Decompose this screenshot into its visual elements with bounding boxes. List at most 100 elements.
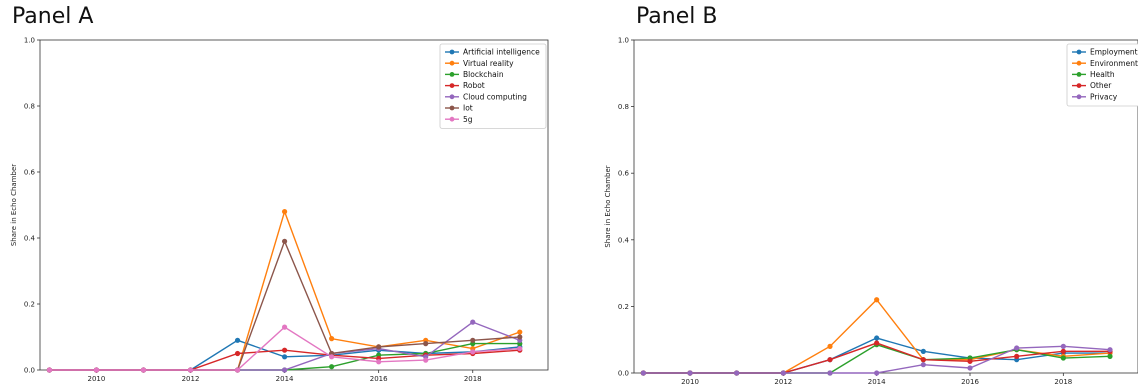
y-tick-label: 0.2 (618, 303, 629, 311)
y-tick-label: 0.4 (24, 235, 36, 243)
legend-entry: Privacy (1090, 92, 1118, 101)
legend-entry: Virtual reality (463, 59, 514, 68)
y-axis-label: Share in Echo Chamber (604, 165, 612, 247)
y-axis-label: Share in Echo Chamber (10, 164, 18, 246)
x-tick-label: 2010 (681, 378, 699, 386)
legend-entry: Robot (463, 81, 485, 90)
x-tick-label: 2010 (88, 375, 106, 383)
data-point (967, 358, 973, 364)
data-point (187, 367, 194, 373)
data-point (376, 344, 382, 350)
data-point (329, 354, 335, 360)
legend-swatch-marker (449, 94, 455, 100)
data-point (329, 336, 335, 342)
data-point (920, 357, 926, 363)
legend-box (439, 43, 547, 129)
data-point (874, 340, 880, 346)
data-point (140, 367, 147, 373)
data-point (281, 354, 288, 360)
x-tick-label: 2014 (276, 375, 294, 383)
data-point (1060, 348, 1066, 354)
x-tick-label: 2012 (774, 378, 792, 386)
legend-swatch-marker (449, 105, 455, 111)
data-point (423, 341, 429, 347)
data-point (874, 297, 880, 303)
legend: Employment Environment Health Other Privacy (1066, 43, 1138, 107)
series-line-privacy (643, 345, 1111, 374)
data-point (517, 334, 523, 340)
y-tick-label: 0.8 (618, 103, 629, 111)
data-point (827, 357, 833, 363)
data-point (281, 347, 288, 353)
legend-swatch-marker (1076, 94, 1082, 100)
x-tick-label: 2012 (182, 375, 200, 383)
legend-swatch-marker (449, 72, 455, 77)
data-point (234, 337, 241, 343)
x-tick-label: 2018 (1054, 378, 1072, 386)
data-point (470, 319, 476, 325)
data-point (874, 335, 880, 341)
data-point (827, 343, 833, 349)
data-point (423, 357, 429, 363)
chart-panel-b: 0.0 0.2 0.4 0.6 0.8 1.0 2010 2012 2014 2016 2018 Sh… (604, 37, 1138, 386)
panel-a-title: Panel A (12, 4, 94, 29)
data-point (920, 362, 926, 368)
data-point (640, 370, 646, 376)
data-point (234, 350, 241, 357)
data-point (281, 324, 288, 330)
legend-swatch-marker (449, 83, 455, 88)
data-point (1014, 345, 1020, 351)
legend-swatch-marker (1076, 83, 1082, 88)
legend-box (1066, 43, 1138, 107)
y-tick-label: 1.0 (618, 37, 629, 45)
x-tick-label: 2016 (961, 378, 979, 386)
plot-frame (633, 39, 1138, 374)
legend: Artificial intelligence Virtual reality Bl… (439, 43, 547, 129)
data-point (470, 337, 476, 343)
y-tick-label: 0.6 (24, 169, 36, 177)
data-point (1060, 355, 1066, 361)
legend-entry: 5g (463, 115, 473, 124)
data-point (470, 349, 476, 355)
legend-swatch-marker (449, 60, 455, 66)
series-line-virtual-reality (49, 209, 521, 371)
legend-entry: Artificial intelligence (463, 48, 540, 57)
data-point (1060, 343, 1066, 349)
data-point (234, 367, 241, 373)
data-point (93, 367, 100, 373)
x-tick-label: 2016 (370, 375, 388, 383)
data-point (874, 370, 880, 376)
data-point (376, 359, 382, 365)
chart-panel-a: 0.0 0.2 0.4 0.6 0.8 1.0 2010 2012 2014 2016 2018 Sh… (10, 37, 549, 383)
data-point (827, 370, 833, 376)
y-tick-label: 0.0 (618, 370, 629, 378)
data-point (1107, 347, 1113, 353)
data-point (281, 367, 288, 373)
legend-swatch-marker (1076, 49, 1082, 55)
legend-swatch-marker (449, 49, 455, 55)
series-line-health (643, 343, 1111, 374)
x-tick-label: 2014 (868, 378, 886, 386)
data-point (687, 370, 693, 376)
data-point (46, 367, 53, 373)
y-tick-label: 0.8 (24, 103, 35, 111)
legend-entry: Iot (463, 104, 473, 113)
y-tick-label: 0.4 (618, 236, 630, 244)
data-point (517, 345, 523, 352)
data-point (281, 209, 288, 215)
data-point (329, 364, 335, 370)
legend-entry: Environment (1090, 59, 1138, 68)
data-point (1107, 353, 1113, 359)
legend-entry: Cloud computing (463, 92, 527, 101)
data-point (780, 370, 786, 376)
legend-swatch-marker (1076, 72, 1082, 77)
data-point (281, 238, 288, 244)
legend-swatch-marker (449, 116, 455, 122)
data-point (734, 370, 740, 376)
legend-entry: Employment (1090, 48, 1138, 57)
data-point (920, 348, 926, 354)
y-tick-label: 0.2 (24, 301, 35, 309)
legend-entry: Health (1090, 70, 1115, 79)
y-tick-label: 0.6 (618, 170, 630, 178)
data-point (1014, 353, 1020, 359)
